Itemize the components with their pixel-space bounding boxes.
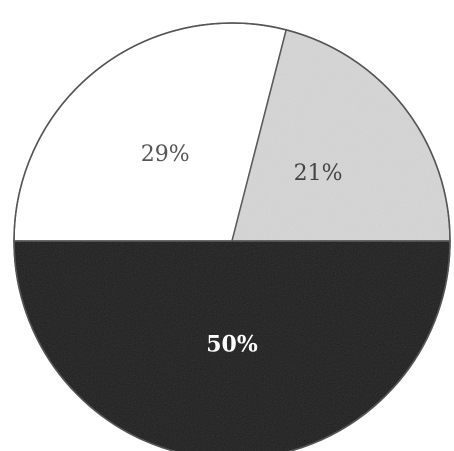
pie-slice-label-1: 29% (141, 142, 190, 167)
pie-slice-texture-3 (14, 241, 450, 451)
pie-outline (13, 22, 451, 451)
pie-slice-label-2: 21% (294, 161, 343, 186)
pie-slice-label-3: 50% (206, 332, 258, 358)
pie-slices (13, 22, 451, 451)
pie-slice-texture-2 (232, 29, 450, 241)
pie-labels: 29% 21% 50% (141, 142, 343, 358)
